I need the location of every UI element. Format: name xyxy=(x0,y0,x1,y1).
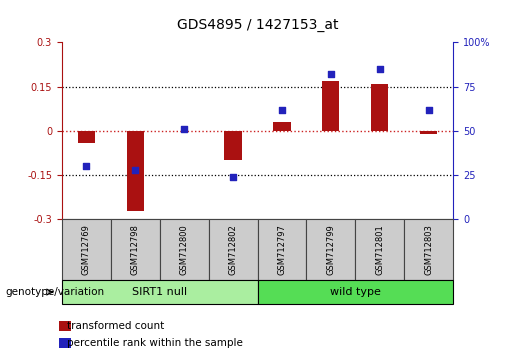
Point xyxy=(229,174,237,180)
Text: wild type: wild type xyxy=(330,287,381,297)
Text: GDS4895 / 1427153_at: GDS4895 / 1427153_at xyxy=(177,18,338,32)
Text: GSM712800: GSM712800 xyxy=(180,224,188,275)
FancyBboxPatch shape xyxy=(306,219,355,280)
Bar xyxy=(59,338,71,348)
FancyBboxPatch shape xyxy=(111,219,160,280)
Text: percentile rank within the sample: percentile rank within the sample xyxy=(67,338,243,348)
Text: GSM712799: GSM712799 xyxy=(327,224,335,275)
Point xyxy=(82,164,91,169)
FancyBboxPatch shape xyxy=(160,219,209,280)
FancyBboxPatch shape xyxy=(258,280,453,304)
Point xyxy=(375,66,384,72)
Bar xyxy=(420,131,437,134)
FancyBboxPatch shape xyxy=(209,219,258,280)
FancyBboxPatch shape xyxy=(62,219,111,280)
Bar xyxy=(59,321,71,331)
Text: GSM712769: GSM712769 xyxy=(82,224,91,275)
Bar xyxy=(322,81,339,131)
Text: GSM712803: GSM712803 xyxy=(424,224,433,275)
FancyBboxPatch shape xyxy=(404,219,453,280)
Text: GSM712802: GSM712802 xyxy=(229,224,237,275)
Text: GSM712797: GSM712797 xyxy=(278,224,286,275)
FancyBboxPatch shape xyxy=(258,219,306,280)
Text: SIRT1 null: SIRT1 null xyxy=(132,287,187,297)
Bar xyxy=(371,84,388,131)
Bar xyxy=(225,131,242,160)
Text: GSM712798: GSM712798 xyxy=(131,224,140,275)
Point xyxy=(327,72,335,77)
FancyBboxPatch shape xyxy=(62,280,258,304)
Point xyxy=(131,167,139,173)
FancyBboxPatch shape xyxy=(355,219,404,280)
Point xyxy=(180,126,188,132)
Text: GSM712801: GSM712801 xyxy=(375,224,384,275)
Bar xyxy=(127,131,144,211)
Point xyxy=(278,107,286,113)
Bar xyxy=(78,131,95,143)
Point xyxy=(424,107,433,113)
Text: transformed count: transformed count xyxy=(67,321,164,331)
Text: genotype/variation: genotype/variation xyxy=(5,287,104,297)
Bar xyxy=(273,122,290,131)
